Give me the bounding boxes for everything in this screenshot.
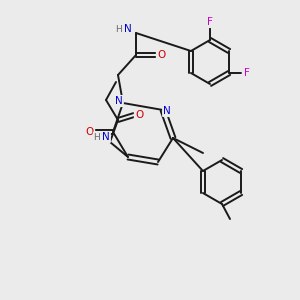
Text: N: N <box>163 106 171 116</box>
Text: H: H <box>116 25 122 34</box>
Text: H: H <box>94 133 100 142</box>
Text: O: O <box>86 127 94 137</box>
Text: O: O <box>157 50 165 60</box>
Text: O: O <box>135 110 143 120</box>
Text: N: N <box>124 24 132 34</box>
Text: N: N <box>102 132 110 142</box>
Text: F: F <box>244 68 250 78</box>
Text: N: N <box>115 96 123 106</box>
Text: F: F <box>207 17 213 27</box>
